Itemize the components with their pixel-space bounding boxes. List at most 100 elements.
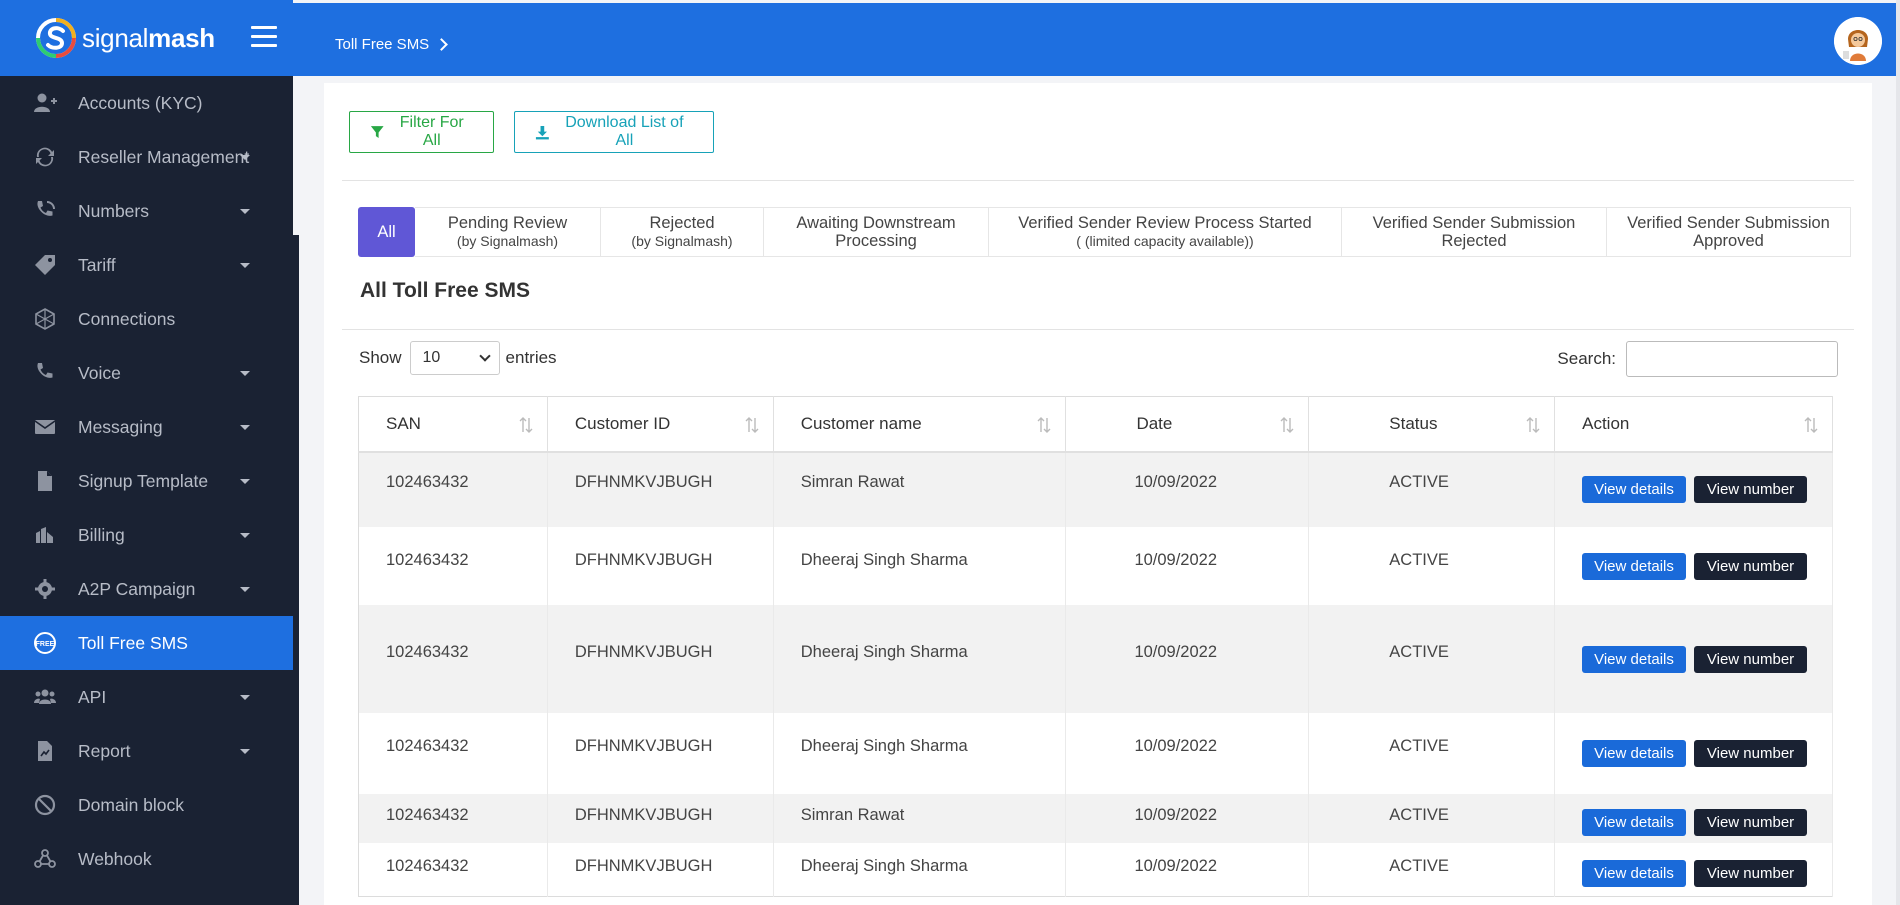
sidebar-item-label: Voice bbox=[78, 362, 121, 383]
status-tabs: All Pending Review (by Signalmash) Rejected… bbox=[358, 207, 1851, 257]
caret-down-icon bbox=[240, 155, 250, 160]
caret-down-icon bbox=[240, 695, 250, 700]
view-number-button[interactable]: View number bbox=[1693, 739, 1808, 767]
cell-date: 10/09/2022 bbox=[1065, 526, 1310, 605]
sidebar-item-messaging[interactable]: Messaging bbox=[0, 400, 293, 454]
brand-name: signalmash bbox=[82, 22, 215, 53]
column-header-status[interactable]: Status bbox=[1308, 396, 1556, 453]
money-icon bbox=[30, 523, 60, 547]
sidebar-item-toll-free-sms[interactable]: FREE Toll Free SMS bbox=[0, 616, 293, 670]
view-number-button[interactable]: View number bbox=[1693, 552, 1808, 580]
view-details-button[interactable]: View details bbox=[1582, 859, 1686, 887]
scrollbar[interactable] bbox=[1896, 0, 1900, 905]
sort-icon bbox=[745, 417, 759, 433]
cell-status: ACTIVE bbox=[1308, 712, 1556, 794]
sidebar-item-label: Toll Free SMS bbox=[78, 632, 188, 653]
sidebar-nav: Accounts (KYC) Reseller Management Numbers… bbox=[0, 76, 293, 886]
tab-all[interactable]: All bbox=[358, 207, 415, 257]
view-details-button[interactable]: View details bbox=[1582, 808, 1686, 836]
column-header-customer-name[interactable]: Customer name bbox=[773, 396, 1067, 453]
filter-for-all-button[interactable]: Filter For All bbox=[349, 111, 494, 153]
view-details-button[interactable]: View details bbox=[1582, 645, 1686, 673]
caret-down-icon bbox=[240, 371, 250, 376]
view-number-button[interactable]: View number bbox=[1693, 859, 1808, 887]
sidebar-item-voice[interactable]: Voice bbox=[0, 346, 293, 400]
tab-verified-sender-review-process-started-limited-capacity-available[interactable]: Verified Sender Review Process Started( … bbox=[989, 207, 1342, 257]
phone-volume-icon bbox=[30, 199, 60, 223]
column-header-san[interactable]: SAN bbox=[358, 396, 548, 453]
sidebar-item-label: Tariff bbox=[78, 254, 116, 275]
sidebar-item-label: Billing bbox=[78, 524, 125, 545]
search-input[interactable] bbox=[1626, 341, 1838, 377]
sidebar-item-tariff[interactable]: Tariff bbox=[0, 238, 293, 292]
sidebar-item-numbers[interactable]: Numbers bbox=[0, 184, 293, 238]
gear-icon bbox=[30, 577, 60, 601]
cell-name: Dheeraj Singh Sharma bbox=[773, 712, 1067, 794]
toll-free-icon: FREE bbox=[30, 631, 60, 655]
view-number-button[interactable]: View number bbox=[1693, 645, 1808, 673]
sort-icon bbox=[1037, 417, 1051, 433]
sidebar-item-label: Connections bbox=[78, 308, 176, 329]
length-menu: Show 10 entries bbox=[359, 341, 557, 375]
sidebar-item-label: Messaging bbox=[78, 416, 163, 437]
view-number-button[interactable]: View number bbox=[1693, 475, 1808, 503]
sort-icon bbox=[519, 417, 533, 433]
cell-action: View details View number bbox=[1554, 793, 1833, 843]
view-details-button[interactable]: View details bbox=[1582, 739, 1686, 767]
breadcrumb[interactable]: Toll Free SMS bbox=[335, 36, 449, 53]
column-header-action[interactable]: Action bbox=[1554, 396, 1833, 453]
sidebar-item-domain-block[interactable]: Domain block bbox=[0, 778, 293, 832]
sort-icon bbox=[1526, 417, 1540, 433]
column-header-customer-id[interactable]: Customer ID bbox=[547, 396, 774, 453]
cell-customer-id: DFHNMKVJBUGH bbox=[547, 842, 774, 897]
sidebar-item-webhook[interactable]: Webhook bbox=[0, 832, 293, 886]
tab-rejected-by-signalmash[interactable]: Rejected (by Signalmash) bbox=[601, 207, 764, 257]
tab-pending-review-by-signalmash[interactable]: Pending Review (by Signalmash) bbox=[415, 207, 601, 257]
cell-status: ACTIVE bbox=[1308, 793, 1556, 843]
table-row: 102463432 DFHNMKVJBUGH Simran Rawat 10/09/2… bbox=[358, 451, 1833, 527]
main-content: Filter For All Download List of All All P… bbox=[324, 83, 1872, 905]
sidebar-item-connections[interactable]: Connections bbox=[0, 292, 293, 346]
breadcrumb-label: Toll Free SMS bbox=[335, 36, 430, 53]
cell-customer-id: DFHNMKVJBUGH bbox=[547, 604, 774, 713]
sidebar-item-label: Report bbox=[78, 740, 131, 761]
download-list-button[interactable]: Download List of All bbox=[514, 111, 714, 153]
sidebar-item-label: Domain block bbox=[78, 794, 185, 815]
caret-down-icon bbox=[240, 425, 250, 430]
view-number-button[interactable]: View number bbox=[1693, 808, 1808, 836]
sync-icon bbox=[30, 145, 60, 169]
sidebar-item-accounts-kyc[interactable]: Accounts (KYC) bbox=[0, 76, 293, 130]
sidebar-item-billing[interactable]: Billing bbox=[0, 508, 293, 562]
column-header-date[interactable]: Date bbox=[1065, 396, 1310, 453]
sidebar-item-api[interactable]: API bbox=[0, 670, 293, 724]
table-row: 102463432 DFHNMKVJBUGH Dheeraj Singh Sharm… bbox=[358, 712, 1833, 794]
cell-status: ACTIVE bbox=[1308, 526, 1556, 605]
view-details-button[interactable]: View details bbox=[1582, 552, 1686, 580]
cell-san: 102463432 bbox=[358, 451, 548, 527]
view-details-button[interactable]: View details bbox=[1582, 475, 1686, 503]
sidebar-item-label: Signup Template bbox=[78, 470, 209, 491]
download-icon bbox=[535, 125, 549, 139]
tab-awaiting-downstream-processing[interactable]: Awaiting Downstream Processing bbox=[764, 207, 989, 257]
tab-verified-sender-submission-approved[interactable]: Verified Sender Submission Approved bbox=[1607, 207, 1851, 257]
cell-status: ACTIVE bbox=[1308, 604, 1556, 713]
menu-toggle-icon[interactable] bbox=[251, 26, 277, 48]
user-plus-icon bbox=[30, 91, 60, 115]
sidebar-item-report[interactable]: Report bbox=[0, 724, 293, 778]
sidebar-item-a2p-campaign[interactable]: A2P Campaign bbox=[0, 562, 293, 616]
sidebar-edge bbox=[293, 235, 299, 905]
cell-san: 102463432 bbox=[358, 526, 548, 605]
sidebar-item-reseller-management[interactable]: Reseller Management bbox=[0, 130, 293, 184]
divider bbox=[342, 180, 1854, 181]
sidebar-item-label: Webhook bbox=[78, 848, 152, 869]
avatar[interactable] bbox=[1834, 17, 1882, 65]
caret-down-icon bbox=[240, 209, 250, 214]
filter-icon bbox=[370, 125, 384, 138]
sidebar-item-label: A2P Campaign bbox=[78, 578, 196, 599]
sidebar-item-label: Reseller Management bbox=[78, 146, 250, 167]
cell-customer-id: DFHNMKVJBUGH bbox=[547, 451, 774, 527]
entries-select[interactable]: 10 bbox=[409, 341, 500, 375]
sidebar: signalmash Accounts (KYC) Reseller Manage… bbox=[0, 0, 293, 905]
tab-verified-sender-submission-rejected[interactable]: Verified Sender Submission Rejected bbox=[1342, 207, 1607, 257]
sidebar-item-signup-template[interactable]: Signup Template bbox=[0, 454, 293, 508]
